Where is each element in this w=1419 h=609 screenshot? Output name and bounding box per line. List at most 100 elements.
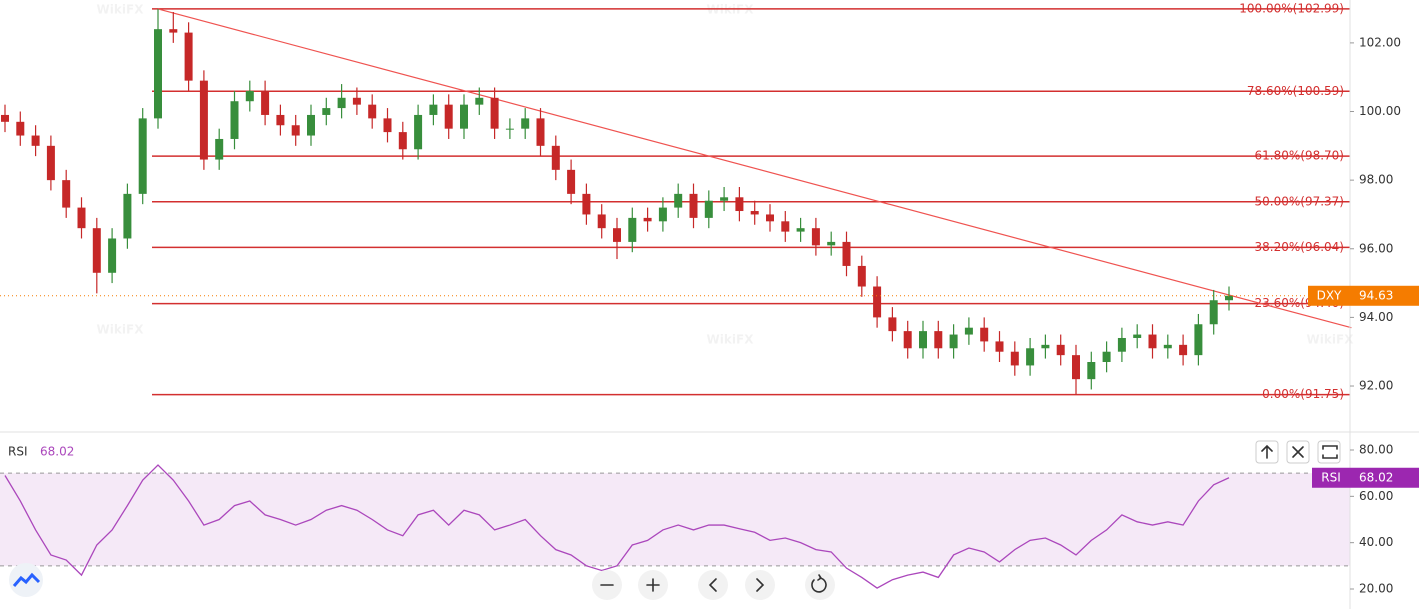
candle-body — [1133, 334, 1142, 338]
candle-body — [77, 207, 86, 229]
candle-body — [674, 193, 683, 208]
candle-body — [245, 90, 254, 102]
candle-body — [444, 104, 453, 129]
candle-body — [1225, 295, 1233, 301]
candle-body — [597, 214, 606, 229]
fib-label: 50.00%(97.37) — [1255, 194, 1344, 208]
price-axis: 92.00 94.00 96.00 98.00 100.00 102.00 DXY 94.63… — [1308, 35, 1419, 596]
price-tag — [1350, 285, 1419, 306]
candle-body — [1179, 344, 1188, 356]
candle-body — [536, 118, 545, 146]
candle-body — [1010, 351, 1019, 366]
candle-body — [903, 331, 912, 349]
rsi-pane — [0, 464, 1350, 589]
candle-body — [490, 97, 499, 129]
candle-body — [154, 29, 162, 119]
watermark: WikiFX — [97, 323, 145, 337]
candle-body — [62, 180, 71, 208]
y-tick-label: 100.00 — [1359, 104, 1401, 118]
y-tick-label: 94.00 — [1359, 310, 1393, 324]
price-tag-label: 94.63 — [1359, 288, 1393, 302]
rsi-tag — [1350, 467, 1419, 488]
candle-body — [1209, 300, 1218, 325]
candle-body — [735, 197, 744, 212]
candle-body — [1102, 351, 1111, 363]
rsi-tick-label: 20.00 — [1359, 582, 1393, 596]
candle-body — [919, 331, 927, 349]
left-icon — [708, 578, 717, 592]
symbol-tag — [1308, 285, 1350, 306]
scroll-right-button[interactable] — [745, 570, 775, 600]
pane-buttons[interactable] — [1255, 440, 1341, 464]
y-tick-label: 98.00 — [1359, 173, 1393, 187]
y-tick-label: 96.00 — [1359, 241, 1393, 255]
candle-body — [460, 104, 468, 129]
candle-body — [475, 97, 484, 105]
close-icon — [1292, 446, 1304, 458]
candle-body — [964, 327, 973, 335]
candle-body — [873, 286, 882, 318]
candle-body — [291, 125, 300, 136]
scroll-left-button[interactable] — [698, 570, 728, 600]
rsi-line — [4, 464, 1230, 589]
candle-body — [766, 214, 774, 222]
candle-body — [31, 135, 40, 146]
candle-body — [1087, 362, 1096, 380]
candle-body — [934, 331, 943, 349]
candle-body — [123, 193, 132, 239]
candle-body — [1117, 337, 1126, 352]
candle-body — [16, 121, 25, 136]
right-icon — [756, 578, 765, 592]
candle-body — [857, 265, 866, 287]
candle-body — [1072, 355, 1080, 380]
candle-body — [750, 211, 759, 215]
candle-body — [230, 101, 239, 139]
plus-icon — [646, 578, 660, 592]
candle-body — [1026, 348, 1035, 366]
rsi-legend-name: RSI — [8, 445, 28, 459]
maximize-icon — [1322, 445, 1338, 459]
fib-label: 78.60%(100.59) — [1247, 84, 1344, 98]
watermark: WikiFX — [1307, 333, 1355, 347]
candle-body — [1041, 344, 1050, 349]
candle-body — [949, 334, 958, 349]
candle-body — [1163, 344, 1172, 349]
candle-body — [781, 221, 790, 232]
candle-body — [613, 228, 621, 242]
candle-body — [689, 193, 698, 218]
price-pane: 100.00%(102.99) 78.60%(100.59) 61.80%(98.7… — [0, 1, 1352, 401]
candle-body — [658, 207, 667, 222]
candle-body — [827, 241, 836, 246]
candle-body — [108, 238, 117, 273]
candle-body — [398, 132, 407, 150]
reset-icon — [811, 574, 827, 593]
up-icon — [1261, 444, 1273, 459]
candle-body — [796, 228, 805, 232]
candle-body — [414, 114, 423, 150]
candle-body — [337, 97, 346, 109]
candle-body — [704, 200, 713, 218]
reset-button[interactable] — [805, 570, 835, 600]
candle-body — [551, 145, 560, 170]
candle-body — [138, 118, 147, 194]
rsi-tick-label: 60.00 — [1359, 489, 1393, 503]
navigation-controls[interactable] — [592, 570, 835, 600]
candle-body — [811, 228, 820, 246]
rsi-name-tag — [1312, 467, 1350, 488]
candle-body — [261, 90, 270, 115]
symbol-tag-label: DXY — [1317, 288, 1342, 302]
candle-body — [720, 197, 729, 201]
fib-label: 0.00%(91.75) — [1262, 387, 1344, 401]
candle-body — [521, 118, 530, 129]
candle-body — [276, 114, 285, 126]
candle-body — [352, 97, 361, 105]
candle-body — [995, 341, 1004, 352]
watermark: WikiFX — [707, 333, 755, 347]
logo-icon — [12, 572, 41, 587]
candle-body — [1056, 344, 1065, 356]
maximize-button[interactable] — [1317, 440, 1341, 464]
candle-body — [169, 29, 178, 33]
candle-body — [199, 80, 208, 160]
